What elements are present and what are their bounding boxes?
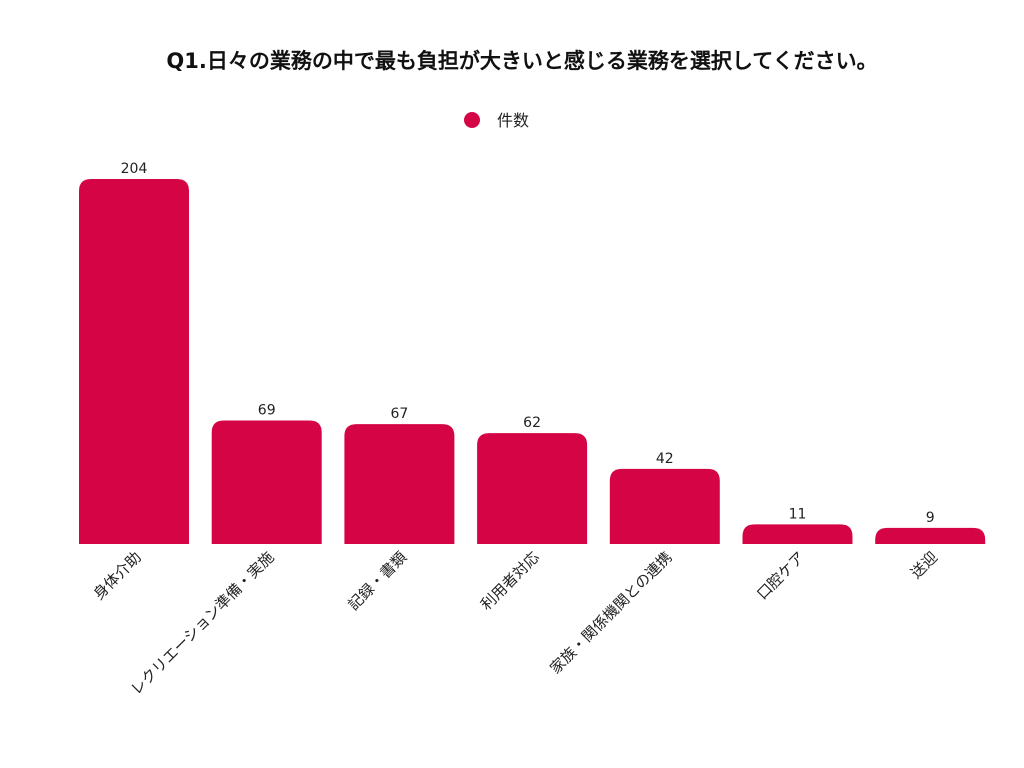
x-tick-label: 利用者対応 <box>477 548 543 614</box>
legend: 件数 <box>464 111 529 130</box>
data-label: 62 <box>523 415 541 431</box>
bar <box>79 179 189 544</box>
bar <box>211 420 322 544</box>
x-tick-label: 記録・書類 <box>344 548 410 614</box>
data-label: 11 <box>789 506 807 522</box>
data-label: 204 <box>121 161 148 177</box>
x-tick-label: 送迎 <box>907 548 941 582</box>
legend-marker <box>464 112 480 128</box>
bar <box>609 468 720 544</box>
data-label: 69 <box>258 403 276 419</box>
data-label: 67 <box>390 406 408 422</box>
bar <box>477 433 588 544</box>
chart-title: Q1.日々の業務の中で最も負担が大きいと感じる業務を選択してください。 <box>166 49 877 73</box>
data-label: 9 <box>926 510 935 526</box>
x-tick-label: レクリエーション準備・実施 <box>127 548 277 698</box>
data-label: 42 <box>656 451 674 467</box>
x-tick-label: 口腔ケア <box>753 548 808 603</box>
x-tick-label: 家族・関係機関との連携 <box>546 548 675 677</box>
legend-label: 件数 <box>497 111 529 130</box>
x-tick-label: 身体介助 <box>90 548 145 603</box>
bar <box>344 424 455 544</box>
bar <box>875 527 986 544</box>
bar <box>742 524 853 544</box>
